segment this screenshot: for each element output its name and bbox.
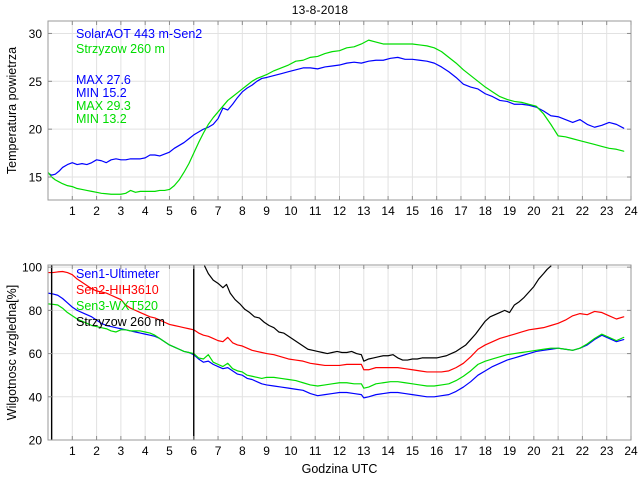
x-tick-label: 21 — [551, 204, 565, 218]
x-tick-label: 20 — [527, 204, 541, 218]
x-tick-label: 12 — [333, 444, 347, 458]
temperature-plot: 1 2 3 4 5 6 7 8 9 10 11 12 13 14 15 16 17 18 19 20 21 22 23 241… — [5, 20, 638, 218]
x-tick-label: 18 — [479, 204, 493, 218]
x-tick-label: 14 — [381, 444, 395, 458]
x-tick-label: 19 — [503, 204, 517, 218]
y-tick-label: 20 — [29, 434, 43, 448]
gridlines — [48, 21, 631, 200]
x-tick-label: 9 — [263, 444, 270, 458]
x-tick-label: 11 — [309, 204, 322, 218]
x-tick-label: 13 — [357, 204, 371, 218]
x-tick-label: 9 — [263, 204, 270, 218]
x-tick-label: 10 — [284, 204, 298, 218]
x-tick-label: 3 — [118, 204, 125, 218]
x-tick-label: 15 — [406, 204, 420, 218]
x-tick-label: 21 — [551, 444, 565, 458]
x-tick-label: 24 — [624, 204, 638, 218]
x-axis-label: Godzina UTC — [302, 462, 378, 476]
annotation-text: MIN 15.2 — [76, 86, 127, 100]
x-tick-label: 19 — [503, 444, 517, 458]
x-tick-label: 16 — [430, 444, 444, 458]
y-tick-label: 20 — [29, 123, 43, 137]
y-tick-label: 60 — [29, 347, 43, 361]
annotation-text: MIN 13.2 — [76, 112, 127, 126]
legend-item-label: Strzyzow 260 m — [76, 42, 165, 56]
x-tick-label: 2 — [93, 204, 100, 218]
series-line-4 — [204, 265, 552, 362]
temperature-panel: 1 2 3 4 5 6 7 8 9 10 11 12 13 14 15 16 17 18 19 20 21 22 23 24 1… — [0, 14, 640, 229]
x-tick-label: 15 — [406, 444, 420, 458]
series-line-3 — [48, 303, 625, 389]
humidity-plot: 1 2 3 4 5 6 7 8 9 10 11 12 13 14 15 16 17 18 19 20 21 22 23 242… — [5, 261, 638, 476]
annotation-text: MAX 29.3 — [76, 99, 131, 113]
x-axis-ticks: 1 2 3 4 5 6 7 8 9 10 11 12 13 14 15 16 17 18 19 20 21 22 23 24 — [69, 265, 638, 458]
page-title: 13-8-2018 — [291, 3, 349, 17]
x-tick-label: 11 — [309, 444, 322, 458]
x-tick-label: 22 — [576, 204, 590, 218]
x-tick-label: 10 — [284, 444, 298, 458]
series-line-2 — [48, 39, 625, 195]
x-tick-label: 18 — [479, 444, 493, 458]
x-tick-label: 1 — [69, 444, 76, 458]
x-tick-label: 7 — [215, 204, 222, 218]
x-tick-label: 4 — [142, 444, 149, 458]
legend-item-label: SolarAOT 443 m-Sen2 — [76, 27, 202, 41]
x-tick-label: 1 — [69, 204, 76, 218]
x-tick-label: 6 — [190, 444, 197, 458]
y-axis-label: Temperatura powietrza — [5, 47, 19, 174]
legend-item-label: Sen1-Ultimeter — [76, 267, 159, 281]
x-tick-label: 5 — [166, 444, 173, 458]
x-tick-label: 23 — [600, 444, 614, 458]
x-tick-label: 6 — [190, 204, 197, 218]
annotation-text: MAX 27.6 — [76, 73, 131, 87]
y-tick-label: 40 — [29, 390, 43, 404]
y-tick-label: 100 — [22, 261, 42, 275]
x-tick-label: 17 — [454, 204, 468, 218]
legend-item-label: Strzyzow 260 m — [76, 315, 165, 329]
legend-item-label: Sen3-WXT520 — [76, 299, 158, 313]
y-axis-label: Wilgotnosc wzgledna[%] — [5, 285, 19, 420]
x-tick-label: 24 — [624, 444, 638, 458]
legend-item-label: Sen2-HIH3610 — [76, 283, 159, 297]
series-group — [48, 39, 625, 195]
x-axis-ticks: 1 2 3 4 5 6 7 8 9 10 11 12 13 14 15 16 17 18 19 20 21 22 23 24 — [69, 21, 638, 218]
x-tick-label: 5 — [166, 204, 173, 218]
humidity-panel: 1 2 3 4 5 6 7 8 9 10 11 12 13 14 15 16 17 18 19 20 21 22 23 24 2… — [0, 252, 640, 480]
x-tick-label: 2 — [93, 444, 100, 458]
y-tick-label: 30 — [29, 27, 43, 41]
x-tick-label: 13 — [357, 444, 371, 458]
x-tick-label: 7 — [215, 444, 222, 458]
y-tick-label: 15 — [29, 171, 43, 185]
x-tick-label: 23 — [600, 204, 614, 218]
x-tick-label: 12 — [333, 204, 347, 218]
legend: Sen1-Ultimeter Sen2-HIH3610 Sen3-WXT520 Str… — [76, 267, 165, 329]
series-line-1 — [48, 56, 625, 176]
x-tick-label: 3 — [118, 444, 125, 458]
y-tick-label: 80 — [29, 304, 43, 318]
x-tick-label: 16 — [430, 204, 444, 218]
series-group — [48, 265, 625, 399]
x-tick-label: 4 — [142, 204, 149, 218]
x-tick-label: 22 — [576, 444, 590, 458]
x-tick-label: 8 — [239, 204, 246, 218]
x-tick-label: 14 — [381, 204, 395, 218]
x-tick-label: 8 — [239, 444, 246, 458]
series-line-2 — [48, 270, 625, 373]
y-axis-ticks: 20 40 60 80 100 — [22, 261, 631, 448]
y-axis-ticks: 15 20 25 30 — [29, 27, 631, 185]
x-tick-label: 20 — [527, 444, 541, 458]
x-tick-label: 17 — [454, 444, 468, 458]
y-tick-label: 25 — [29, 75, 43, 89]
